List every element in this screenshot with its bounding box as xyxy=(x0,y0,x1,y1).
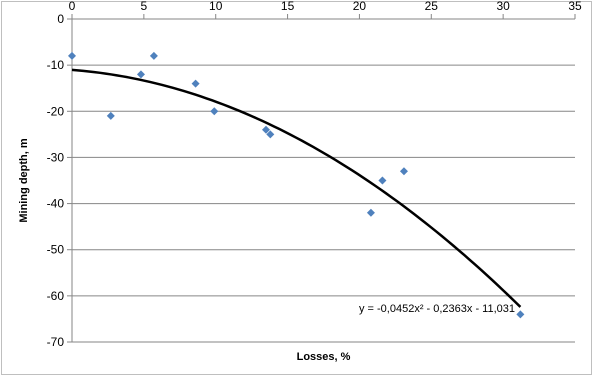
data-point xyxy=(68,51,76,60)
axes xyxy=(67,14,576,343)
x-tick-label: 15 xyxy=(281,0,295,13)
data-point xyxy=(266,130,275,139)
x-tick-label: 20 xyxy=(353,0,367,13)
data-point xyxy=(106,111,115,120)
data-point xyxy=(399,167,408,176)
y-tick-label: -10 xyxy=(47,58,65,72)
data-point xyxy=(136,70,145,79)
x-tick-label: 10 xyxy=(209,0,223,13)
x-tick-label: 5 xyxy=(141,0,148,13)
y-tick-label: -60 xyxy=(47,289,65,303)
data-point xyxy=(210,107,219,116)
data-point xyxy=(378,176,387,185)
x-tick-label: 35 xyxy=(568,0,582,13)
data-points xyxy=(68,51,525,319)
data-point xyxy=(366,208,375,217)
y-tick-label: -30 xyxy=(47,150,65,164)
y-tick-label: -70 xyxy=(47,335,65,349)
x-tick-label: 25 xyxy=(425,0,439,13)
x-tick-label: 0 xyxy=(69,0,76,13)
gridlines xyxy=(72,64,575,343)
data-point xyxy=(262,125,271,134)
y-tick-label: -40 xyxy=(47,197,65,211)
x-tick-label: 30 xyxy=(496,0,510,13)
data-point xyxy=(149,51,158,60)
y-tick-label: -50 xyxy=(47,243,65,257)
trendline-equation: y = -0,0452x² - 0,2363x - 11,031 xyxy=(359,303,515,315)
x-tick-labels: 0 5 10 15 20 25 30 35 xyxy=(69,0,582,13)
x-axis-title: Losses, % xyxy=(297,351,351,363)
y-tick-label: -20 xyxy=(47,104,65,118)
y-axis-title: Mining depth, m xyxy=(18,138,30,223)
y-tick-label: 0 xyxy=(57,12,64,26)
y-tick-labels: 0 -10 -20 -30 -40 -50 -60 -70 xyxy=(47,12,65,349)
data-point xyxy=(516,310,525,319)
data-point xyxy=(191,79,200,88)
trendline xyxy=(71,68,522,308)
